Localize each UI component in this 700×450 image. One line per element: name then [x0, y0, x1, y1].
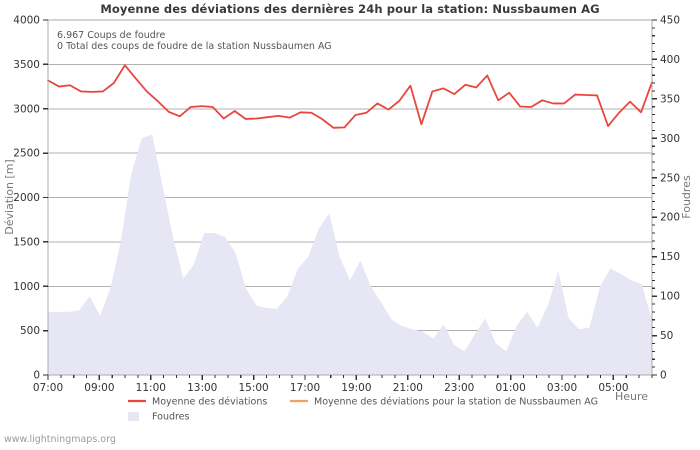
legend-item[interactable]: Moyenne des déviations [128, 397, 267, 408]
svg-text:1000: 1000 [13, 281, 40, 293]
axis-ticks: 0 500 1000 1500 2000 2500 3000 3500 4000 0 50 100 15… [13, 15, 680, 395]
svg-text:01:00: 01:00 [496, 382, 526, 394]
svg-text:450: 450 [660, 15, 680, 27]
legend-label: Moyenne des déviations [152, 397, 267, 408]
svg-text:100: 100 [660, 291, 680, 303]
svg-text:300: 300 [660, 133, 680, 145]
svg-text:15:00: 15:00 [238, 382, 268, 394]
svg-text:23:00: 23:00 [444, 382, 474, 394]
lightning-area-series [48, 134, 652, 375]
svg-text:13:00: 13:00 [187, 382, 217, 394]
legend-label: Foudres [152, 412, 190, 423]
annotation-line-2: 0 Total des coups de foudre de la statio… [57, 41, 332, 52]
svg-text:05:00: 05:00 [598, 382, 628, 394]
svg-text:07:00: 07:00 [33, 382, 63, 394]
svg-text:200: 200 [660, 212, 680, 224]
legend-item[interactable]: Foudres [128, 412, 190, 423]
svg-text:4000: 4000 [13, 15, 40, 27]
svg-text:3500: 3500 [13, 59, 40, 71]
svg-text:50: 50 [660, 330, 673, 342]
x-axis-label: Heure [615, 390, 648, 403]
legend-item[interactable]: Moyenne des déviations pour la station d… [290, 397, 598, 408]
page-title: Moyenne des déviations des dernières 24h… [100, 2, 600, 16]
svg-text:21:00: 21:00 [393, 382, 423, 394]
svg-text:350: 350 [660, 93, 680, 105]
source-watermark: www.lightningmaps.org [4, 434, 116, 445]
svg-text:11:00: 11:00 [136, 382, 166, 394]
svg-text:150: 150 [660, 251, 680, 263]
y-axis-label: Déviation [m] [3, 159, 16, 234]
legend-label: Moyenne des déviations pour la station d… [314, 397, 598, 408]
svg-text:19:00: 19:00 [341, 382, 371, 394]
svg-text:500: 500 [20, 325, 40, 337]
annotation-line-1: 6.967 Coups de foudre [57, 30, 165, 41]
svg-text:250: 250 [660, 172, 680, 184]
chart-legend: Moyenne des déviations Moyenne des déviat… [128, 397, 598, 423]
svg-text:17:00: 17:00 [290, 382, 320, 394]
svg-text:2000: 2000 [13, 192, 40, 204]
svg-text:09:00: 09:00 [84, 382, 114, 394]
svg-text:1500: 1500 [13, 236, 40, 248]
svg-text:0: 0 [33, 370, 40, 382]
svg-text:400: 400 [660, 54, 680, 66]
svg-text:03:00: 03:00 [547, 382, 577, 394]
deviation-line-series [47, 64, 653, 129]
y2-axis-label: Foudres [680, 175, 693, 219]
svg-text:2500: 2500 [13, 148, 40, 160]
svg-text:3000: 3000 [13, 103, 40, 115]
svg-text:0: 0 [660, 370, 667, 382]
